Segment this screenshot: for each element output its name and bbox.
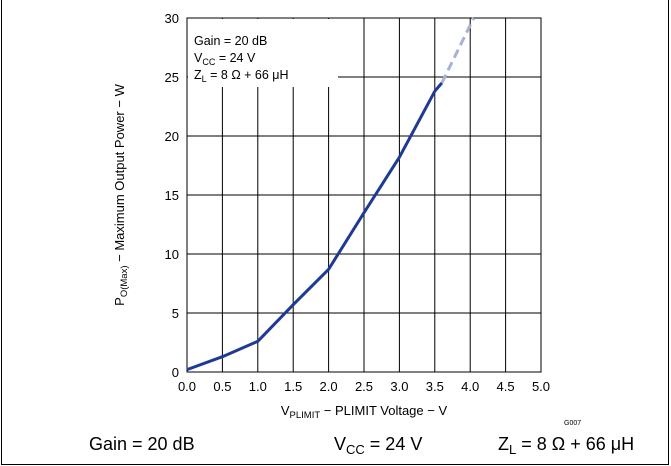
y-tick-labels: 0 5 10 15 20 25 30 [165,11,179,380]
x-tick-label: 2.5 [355,379,373,394]
footer-zl: ZL = 8 Ω + 66 μH [498,434,634,457]
x-tick-label: 3.5 [426,379,444,394]
x-tick-label: 0.0 [178,379,196,394]
annotation-zl: ZL = 8 Ω + 66 μH [194,68,289,84]
x-tick-label: 1.0 [249,379,267,394]
y-tick-label: 25 [165,70,179,85]
y-tick-label: 20 [165,129,179,144]
annotation-gain: Gain = 20 dB [194,34,267,48]
series-line-extrapolated [440,17,476,84]
x-tick-label: 5.0 [532,379,550,394]
x-tick-label: 0.5 [213,379,231,394]
y-tick-label: 10 [165,247,179,262]
plot-area-border [186,17,542,373]
x-tick-label: 4.0 [461,379,479,394]
footer-gain: Gain = 20 dB [89,434,195,454]
figure-id: G007 [564,420,581,427]
y-tick-label: 15 [165,188,179,203]
x-tick-label: 4.5 [497,379,515,394]
series-line-measured [186,81,444,372]
y-tick-label: 0 [172,365,179,380]
y-tick-label: 5 [172,306,179,321]
x-tick-label: 3.0 [390,379,408,394]
x-tick-label: 2.0 [320,379,338,394]
y-axis-label: PO(Max) − Maximum Output Power − W [112,83,130,305]
footer-vcc: VCC = 24 V [334,434,422,457]
annotation-box [188,19,338,87]
x-tick-labels: 0.0 0.5 1.0 1.5 2.0 2.5 3.0 3.5 4.0 4.5 5.0 [178,379,550,394]
series-group [186,17,476,372]
x-axis-label: VPLIMIT − PLIMIT Voltage − V [281,403,448,421]
y-tick-label: 30 [165,11,179,26]
x-tick-label: 1.5 [284,379,302,394]
annotation-vcc: VCC = 24 V [194,51,256,67]
